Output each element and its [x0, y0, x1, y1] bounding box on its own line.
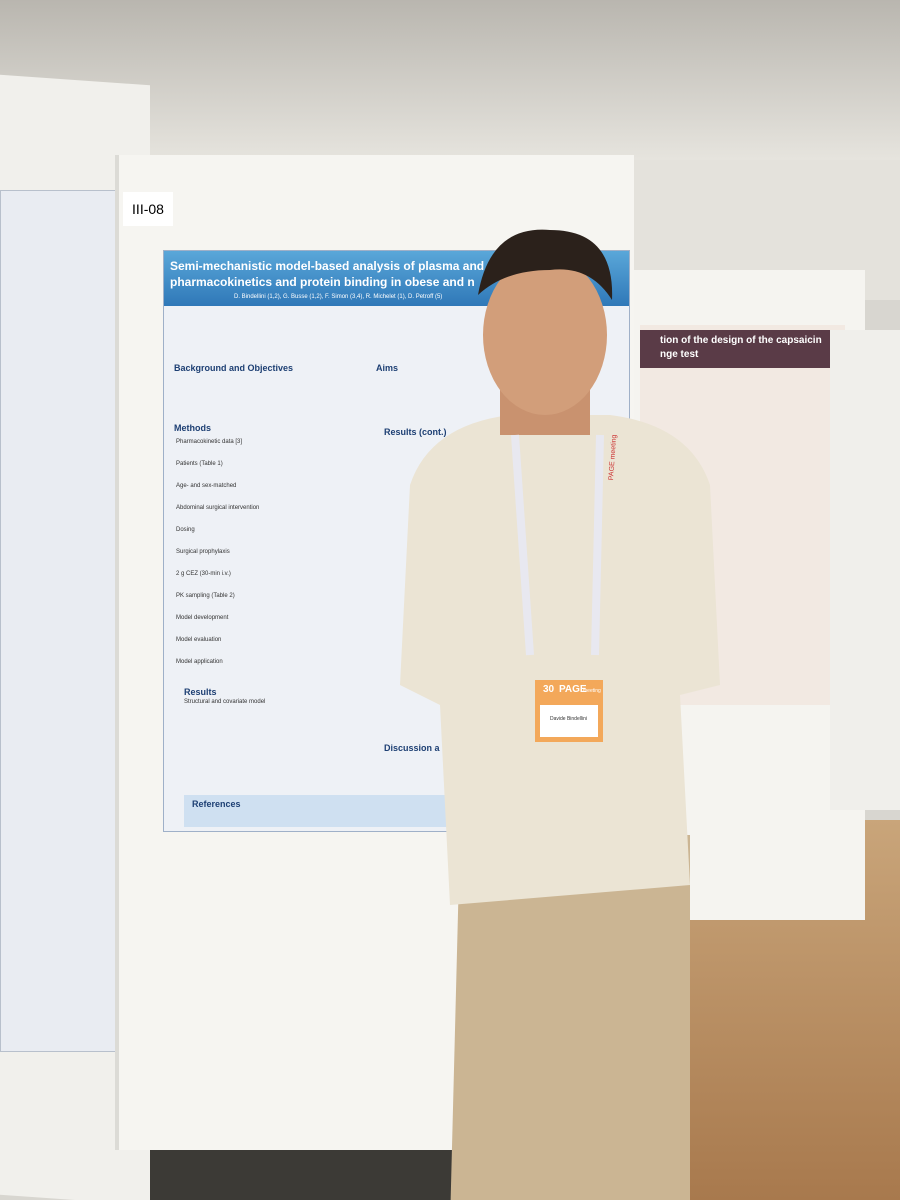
methods-item: Abdominal surgical intervention	[176, 505, 260, 511]
section-heading: Aims	[376, 363, 399, 373]
section-heading: Discussion a	[384, 743, 440, 753]
badge-number: 30	[543, 684, 555, 695]
left-poster	[0, 190, 127, 1052]
section-heading: Background and Objectives	[174, 363, 294, 373]
hair	[478, 229, 613, 300]
ceiling	[0, 0, 900, 170]
section-heading: References	[192, 799, 241, 809]
methods-item: Model application	[176, 659, 223, 665]
methods-item: Pharmacokinetic data [3]	[176, 439, 243, 445]
right-poster-title: tion of the design of the capsaicin	[660, 335, 822, 346]
badge-brand: PAGE	[559, 684, 587, 695]
methods-item: Surgical prophylaxis	[176, 549, 230, 555]
methods-item: Model evaluation	[176, 637, 222, 643]
trousers	[450, 835, 690, 1200]
methods-item: Model development	[176, 615, 229, 621]
right-poster-title: nge test	[660, 349, 699, 360]
board-label: III-08	[123, 192, 173, 226]
methods-item: Dosing	[176, 527, 195, 533]
section-heading: Results	[184, 687, 217, 697]
methods-item: Patients (Table 1)	[176, 461, 223, 467]
right-poster-header	[640, 330, 845, 368]
methods-item: PK sampling (Table 2)	[176, 593, 235, 599]
section-heading: Results (cont.)	[384, 427, 447, 437]
results-item: Structural and covariate model	[184, 699, 266, 705]
lanyard-strap	[511, 434, 604, 656]
methods-item: 2 g CEZ (30-min i.v.)	[176, 571, 231, 577]
badge-name: Davide Bindellini	[550, 716, 587, 722]
poster-title: Semi-mechanistic model-based analysis of…	[170, 259, 492, 273]
shirt	[400, 415, 720, 905]
person	[400, 229, 720, 1200]
badge-suffix: meeting	[583, 688, 601, 694]
poster-authors: D. Bindellini (1,2), G. Busse (1,2), F. …	[234, 294, 443, 300]
poster-title: pharmacokinetics and protein binding in …	[170, 275, 475, 289]
section-heading: Methods	[174, 423, 211, 433]
badge-card	[540, 705, 598, 737]
methods-item: Age- and sex-matched	[176, 483, 237, 489]
far-board	[830, 330, 900, 810]
face	[483, 255, 607, 415]
